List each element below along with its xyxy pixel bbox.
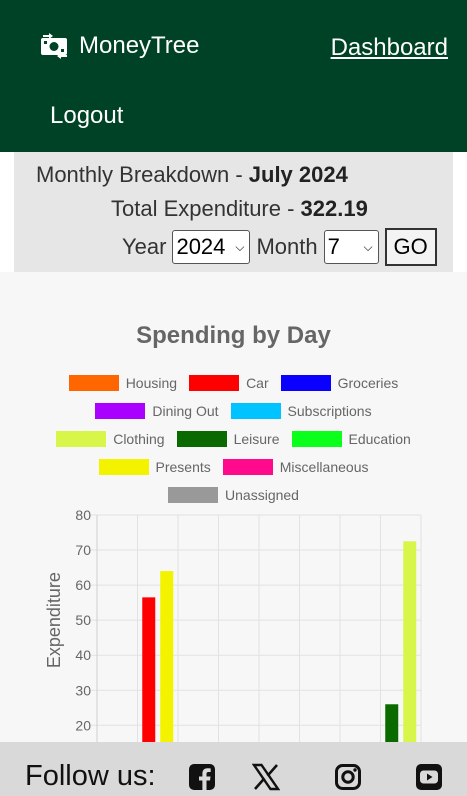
x-icon[interactable] — [252, 763, 280, 791]
legend-swatch — [176, 431, 227, 447]
month-label: Month — [256, 234, 318, 259]
go-button[interactable]: GO — [384, 228, 437, 266]
chevron-down-icon: ⌵ — [235, 239, 245, 254]
legend-item[interactable]: Unassigned — [168, 487, 299, 503]
instagram-icon[interactable] — [334, 763, 362, 791]
legend-swatch — [230, 403, 281, 419]
bar-presents — [160, 571, 174, 742]
bar-clothing — [403, 541, 417, 742]
month-select[interactable]: 7 ⌵ — [323, 230, 379, 264]
y-tick-label: 20 — [75, 717, 91, 733]
chart-title: Spending by Day — [136, 322, 331, 349]
legend-item[interactable]: Miscellaneous — [222, 459, 369, 475]
breakdown-prefix: Monthly Breakdown - — [36, 162, 249, 187]
year-label: Year — [122, 234, 167, 259]
money-icon — [41, 33, 67, 59]
legend-label: Car — [246, 375, 269, 391]
y-tick-label: 70 — [75, 542, 91, 558]
y-tick-label: 50 — [75, 612, 91, 628]
legend-item[interactable]: Leisure — [176, 431, 280, 447]
facebook-icon[interactable] — [188, 763, 216, 791]
total-expenditure: Total Expenditure - 322.19 — [111, 196, 368, 222]
legend-swatch — [280, 375, 331, 391]
nav-logout-link[interactable]: Logout — [50, 102, 124, 129]
footer: Follow us: — [0, 742, 467, 796]
legend-item[interactable]: Car — [189, 375, 269, 391]
spending-chart: Spending by Day Housing Car Groceries Dinin… — [0, 272, 467, 742]
legend-label: Housing — [125, 375, 178, 391]
legend-label: Education — [348, 431, 411, 447]
legend-item[interactable]: Dining Out — [95, 403, 219, 419]
brand-name: MoneyTree — [79, 32, 200, 59]
legend-item[interactable]: Clothing — [56, 431, 165, 447]
y-tick-label: 40 — [75, 647, 91, 663]
legend-label: Presents — [155, 459, 211, 475]
legend-label: Unassigned — [225, 487, 299, 503]
nav-dashboard-link[interactable]: Dashboard — [330, 34, 448, 61]
legend-swatch — [168, 487, 219, 503]
chart-plot: 20 30 40 50 60 70 80 Expenditure — [44, 507, 422, 742]
breakdown-heading: Monthly Breakdown - July 2024 — [36, 162, 348, 188]
legend-row: Housing Car Groceries — [0, 375, 467, 391]
legend-item[interactable]: Groceries — [280, 375, 399, 391]
expenditure-value: 322.19 — [300, 196, 368, 221]
bar-car — [142, 597, 156, 742]
year-select[interactable]: 2024 ⌵ — [172, 230, 251, 264]
legend-label: Dining Out — [152, 403, 219, 419]
bar-leisure — [385, 704, 399, 742]
month-select-value: 7 — [327, 234, 340, 259]
legend-item[interactable]: Housing — [68, 375, 178, 391]
date-filter-form: Year 2024 ⌵ Month 7 ⌵ GO — [122, 228, 437, 266]
legend-swatch — [95, 403, 146, 419]
legend-label: Subscriptions — [287, 403, 372, 419]
expenditure-prefix: Total Expenditure - — [111, 196, 301, 221]
legend-row: Clothing Leisure Education — [0, 431, 467, 447]
legend-label: Miscellaneous — [279, 459, 369, 475]
legend-swatch — [189, 375, 240, 391]
top-navbar: MoneyTree Dashboard Logout — [0, 0, 467, 152]
y-tick-label: 80 — [75, 507, 91, 523]
legend-label: Leisure — [233, 431, 280, 447]
breakdown-month: July 2024 — [248, 162, 348, 187]
legend-label: Groceries — [337, 375, 399, 391]
monthly-summary: Monthly Breakdown - July 2024 Total Expe… — [14, 152, 453, 272]
y-axis-label: Expenditure — [44, 572, 64, 668]
legend-row: Unassigned — [0, 487, 467, 503]
follow-us-text: Follow us: — [25, 760, 156, 792]
legend-label: Clothing — [113, 431, 165, 447]
legend-row: Presents Miscellaneous — [0, 459, 467, 475]
y-tick-label: 60 — [75, 577, 91, 593]
legend-swatch — [291, 431, 342, 447]
legend-swatch — [56, 431, 107, 447]
brand-link[interactable]: MoneyTree — [39, 32, 200, 60]
legend-item[interactable]: Presents — [98, 459, 211, 475]
legend-swatch — [98, 459, 149, 475]
legend-row: Dining Out Subscriptions — [0, 403, 467, 419]
youtube-icon[interactable] — [415, 763, 443, 791]
legend-item[interactable]: Education — [291, 431, 411, 447]
y-tick-label: 30 — [75, 682, 91, 698]
legend-swatch — [68, 375, 119, 391]
chevron-down-icon: ⌵ — [363, 239, 373, 254]
legend-swatch — [222, 459, 273, 475]
legend-item[interactable]: Subscriptions — [230, 403, 372, 419]
year-select-value: 2024 — [176, 234, 226, 259]
